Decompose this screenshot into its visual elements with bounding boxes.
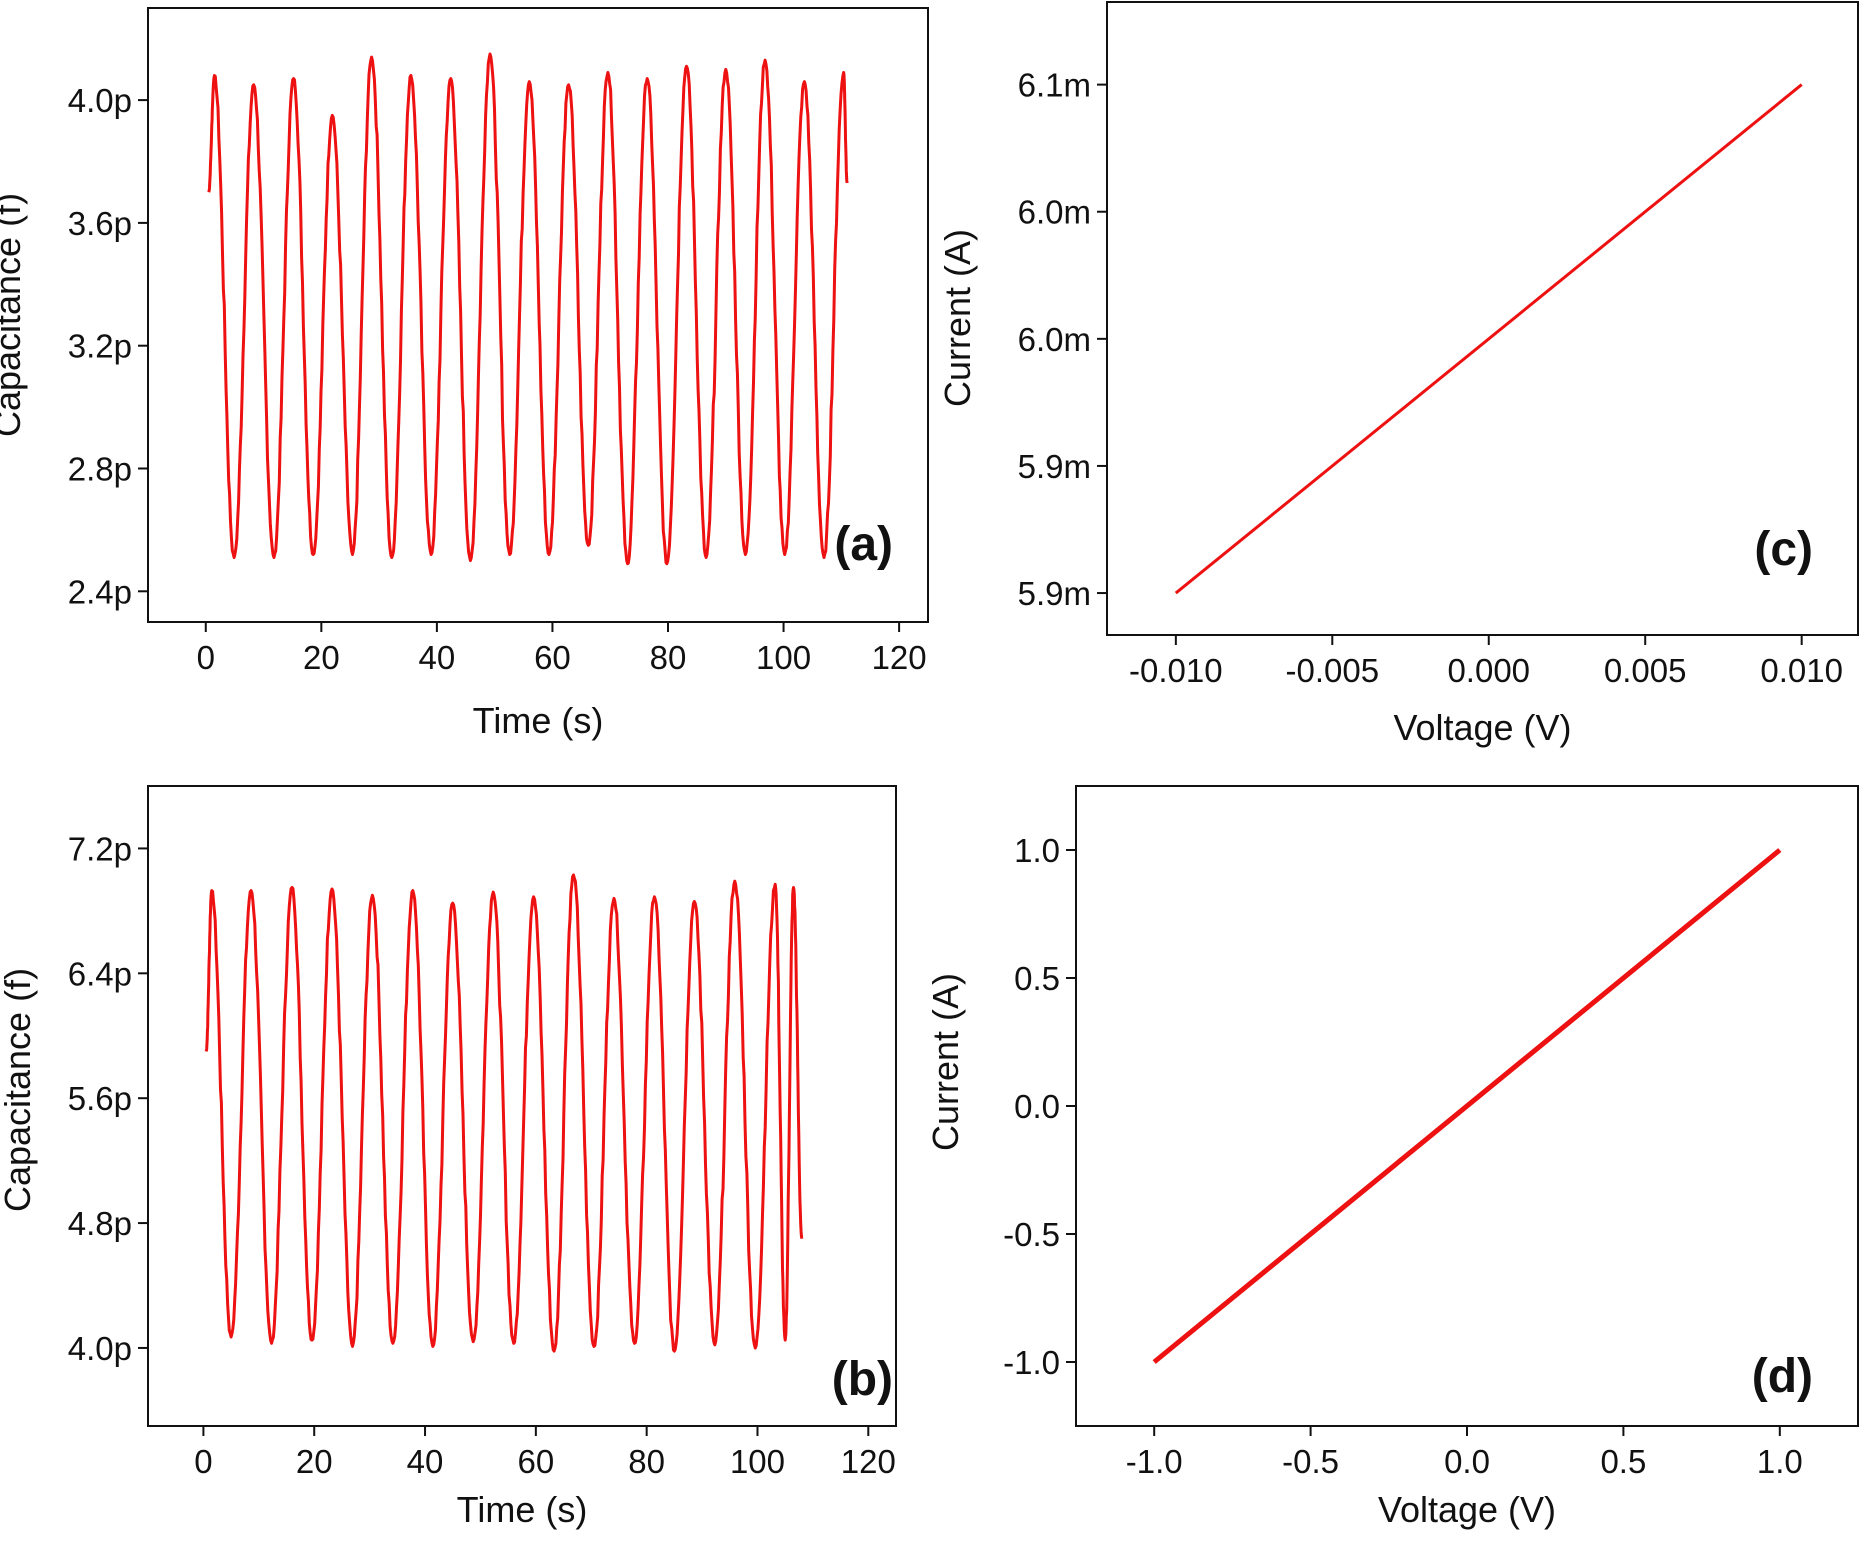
series-line-i-v — [1174, 83, 1803, 595]
y-tick-label: -1.0 — [1003, 1344, 1060, 1381]
y-tick-label: 4.0p — [68, 1330, 132, 1367]
y-tick-label: 5.9m — [1018, 575, 1091, 612]
x-tick-label: 20 — [296, 1443, 333, 1480]
x-tick-label: 120 — [872, 639, 927, 676]
x-tick-label: 100 — [756, 639, 811, 676]
y-tick-label: 1.0 — [1014, 832, 1060, 869]
chart-panel-d: -1.0 -0.5 0.0 0.5 1.0 -1.0 -0.5 0.0 0.5 1.0 Voltag… — [925, 785, 1859, 1530]
x-tick-label: 1.0 — [1757, 1443, 1803, 1480]
x-tick-label: -0.010 — [1129, 652, 1223, 689]
y-tick-label: 0.0 — [1014, 1088, 1060, 1125]
panel-label: (a) — [834, 518, 893, 571]
x-tick-label: 60 — [534, 639, 571, 676]
chart-panel-a: 0 20 40 60 80 100 120 2.4p 2.8p 3.2p 3.6p 4.0p Time … — [0, 7, 929, 741]
y-tick-label: 6.1m — [1018, 67, 1091, 104]
x-tick-label: 40 — [419, 639, 456, 676]
x-axis-label: Voltage (V) — [1378, 1489, 1556, 1530]
y-axis-label: Current (A) — [925, 973, 966, 1151]
x-axis-label: Voltage (V) — [1393, 707, 1571, 748]
y-tick-label: 5.6p — [68, 1080, 132, 1117]
y-tick-label: 0.5 — [1014, 960, 1060, 997]
plot-frame — [147, 785, 897, 1427]
y-tick-label: 6.0m — [1018, 194, 1091, 231]
x-tick-label: 40 — [407, 1443, 444, 1480]
y-tick-label: 5.9m — [1018, 448, 1091, 485]
y-tick-label: 3.6p — [68, 205, 132, 242]
x-tick-label: 20 — [303, 639, 340, 676]
y-axis-label: Capacitance (f) — [0, 193, 28, 437]
series-line-capacitance — [204, 873, 804, 1353]
y-tick-label: 6.0m — [1018, 321, 1091, 358]
plot-frame — [147, 7, 929, 623]
x-tick-label: 0 — [197, 639, 215, 676]
y-tick-label: 2.8p — [68, 451, 132, 488]
y-tick-label: 3.2p — [68, 328, 132, 365]
y-axis-label: Current (A) — [937, 229, 978, 407]
x-tick-label: 0.010 — [1760, 652, 1843, 689]
series-line-capacitance — [207, 52, 849, 566]
x-tick-label: 0.0 — [1444, 1443, 1490, 1480]
y-tick-label: 6.4p — [68, 955, 132, 992]
x-tick-label: 100 — [730, 1443, 785, 1480]
chart-panel-b: 0 20 40 60 80 100 120 4.0p 4.8p 5.6p 6.4p 7.2p Time … — [0, 785, 897, 1530]
chart-panel-c: -0.010 -0.005 0.000 0.005 0.010 5.9m 5.9m 6.0m 6… — [937, 1, 1859, 748]
x-axis-label: Time (s) — [473, 700, 604, 741]
x-tick-label: 60 — [517, 1443, 554, 1480]
x-tick-label: 0.005 — [1604, 652, 1687, 689]
x-tick-label: -0.5 — [1282, 1443, 1339, 1480]
x-tick-label: 0.000 — [1447, 652, 1530, 689]
y-tick-label: 7.2p — [68, 830, 132, 867]
x-tick-label: 80 — [628, 1443, 665, 1480]
x-tick-label: -0.005 — [1286, 652, 1380, 689]
y-axis-label: Capacitance (f) — [0, 968, 38, 1212]
x-axis-label: Time (s) — [457, 1489, 588, 1530]
x-tick-label: 0.5 — [1600, 1443, 1646, 1480]
y-tick-label: -0.5 — [1003, 1216, 1060, 1253]
x-tick-label: -1.0 — [1126, 1443, 1183, 1480]
panel-label: (b) — [832, 1353, 893, 1406]
plot-frame — [1106, 1, 1859, 636]
series-line-i-v — [1152, 848, 1782, 1364]
x-tick-label: 120 — [841, 1443, 896, 1480]
x-tick-label: 0 — [194, 1443, 212, 1480]
panel-label: (d) — [1752, 1350, 1813, 1403]
y-tick-label: 4.8p — [68, 1205, 132, 1242]
x-tick-label: 80 — [650, 639, 687, 676]
y-tick-label: 4.0p — [68, 82, 132, 119]
panel-label: (c) — [1754, 523, 1813, 576]
y-tick-label: 2.4p — [68, 573, 132, 610]
